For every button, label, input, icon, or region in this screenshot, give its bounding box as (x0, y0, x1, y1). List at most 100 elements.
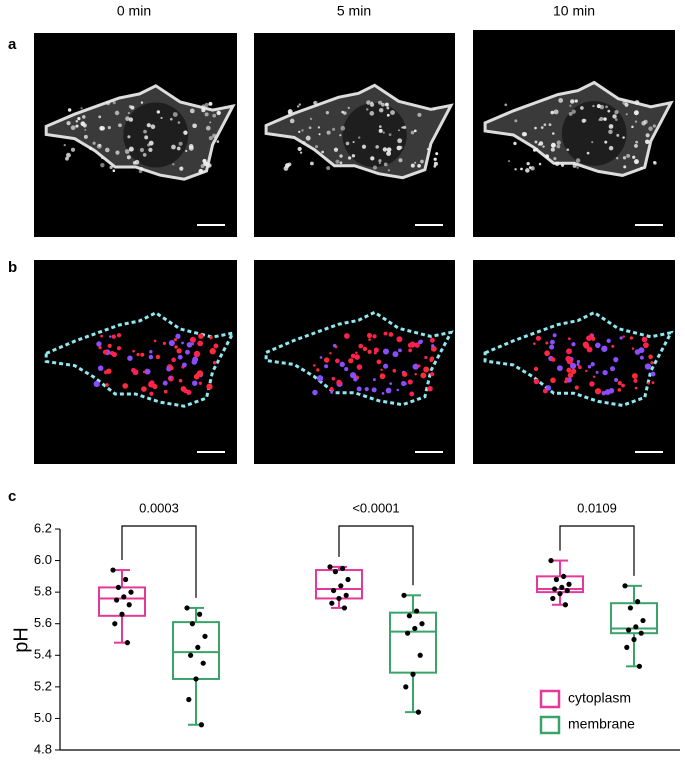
vesicle (339, 154, 343, 158)
vesicle (648, 126, 653, 131)
data-point (123, 576, 129, 583)
vesicle (148, 140, 154, 146)
micrograph (34, 260, 237, 464)
vesicle (556, 144, 561, 149)
vesicle (329, 386, 334, 391)
vesicle (613, 356, 619, 363)
data-point (624, 644, 630, 650)
vesicle (634, 120, 638, 123)
vesicle (625, 113, 628, 116)
vesicle (585, 369, 588, 373)
data-point (332, 569, 338, 575)
vesicle (132, 349, 135, 353)
vesicle (534, 140, 538, 144)
vesicle (629, 336, 634, 340)
vesicle (533, 366, 539, 372)
data-point (631, 636, 637, 643)
vesicle (570, 368, 577, 375)
vesicle (514, 168, 517, 171)
vesicle (316, 375, 324, 382)
data-point (119, 611, 125, 617)
vesicle (598, 118, 601, 122)
vesicle (571, 342, 576, 347)
vesicle (398, 158, 403, 163)
vesicle (208, 136, 213, 141)
vesicle (192, 123, 197, 129)
vesicle (570, 99, 575, 104)
vesicle (383, 331, 388, 336)
vesicle (99, 125, 105, 131)
vesicle (347, 106, 350, 110)
vesicle (418, 339, 423, 345)
data-point (198, 722, 204, 728)
vesicle (544, 350, 550, 357)
vesicle (617, 388, 622, 392)
vesicle (592, 375, 596, 378)
vesicle (378, 159, 382, 163)
vesicle (316, 368, 320, 372)
vesicle (335, 358, 340, 364)
vesicle (622, 335, 625, 338)
vesicle (155, 354, 161, 360)
box (389, 611, 437, 674)
vesicle (319, 356, 323, 359)
vesicle (378, 161, 381, 165)
vesicle (148, 354, 154, 360)
vesicle (558, 97, 564, 103)
vesicle (308, 126, 312, 130)
vesicle (544, 154, 550, 159)
vesicle (287, 162, 292, 167)
vesicle (140, 352, 145, 357)
vesicle (601, 390, 606, 396)
vesicle (543, 123, 547, 127)
box (610, 602, 658, 635)
vesicle (403, 125, 407, 129)
vesicle (171, 144, 176, 150)
vesicle (347, 156, 352, 160)
vesicle (104, 147, 110, 153)
vesicle (398, 348, 402, 353)
vesicle (339, 361, 345, 368)
vesicle (552, 132, 555, 135)
vesicle (633, 378, 638, 383)
vesicle (112, 169, 116, 173)
vesicle (645, 133, 650, 138)
vesicle (542, 145, 545, 148)
vesicle (197, 340, 204, 347)
vesicle (366, 333, 373, 339)
data-point (329, 600, 335, 606)
vesicle (183, 388, 188, 394)
vesicle (189, 108, 195, 114)
vesicle (150, 124, 156, 130)
data-point (188, 652, 194, 658)
vesicle (382, 348, 389, 355)
vesicle (397, 129, 400, 132)
time-label: 0 min (117, 3, 151, 19)
data-point (195, 644, 201, 650)
vesicle (348, 358, 354, 364)
vesicle (387, 169, 390, 172)
vesicle (413, 129, 417, 133)
vesicle (82, 115, 86, 119)
data-point (559, 584, 565, 591)
vesicle (192, 380, 198, 386)
vesicle (433, 157, 437, 161)
vesicle (591, 336, 596, 341)
micrograph (34, 33, 237, 237)
vesicle (651, 381, 655, 385)
vesicle (388, 133, 392, 137)
vesicle (172, 112, 178, 117)
vesicle (108, 335, 112, 338)
vesicle (149, 350, 153, 354)
vesicle (142, 153, 147, 157)
vesicle (366, 100, 371, 105)
vesicle (162, 341, 167, 345)
vesicle (67, 108, 72, 112)
vesicle (296, 105, 300, 108)
vesicle (201, 104, 206, 109)
vesicle (312, 389, 318, 396)
vesicle (144, 135, 149, 140)
vesicle (550, 110, 555, 115)
data-point (638, 630, 644, 636)
vesicle (313, 100, 318, 105)
